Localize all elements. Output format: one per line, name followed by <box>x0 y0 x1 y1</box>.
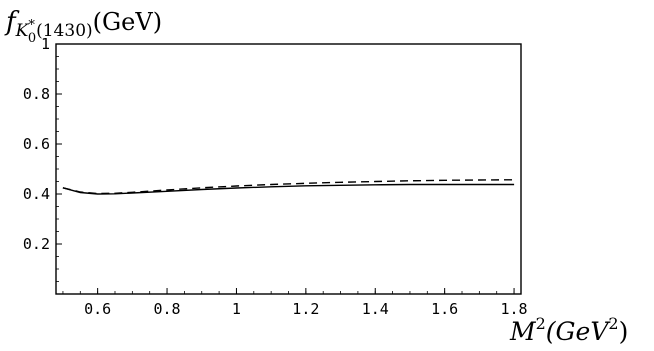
y-tick-label: 0.4 <box>23 185 50 203</box>
x-tick-label: 0.6 <box>84 300 111 318</box>
x-axis-label: M2(GeV2) <box>509 314 628 346</box>
x-tick-label: 0.8 <box>153 300 180 318</box>
x-label-unit-open: (GeV <box>546 317 612 346</box>
y-tick-label: 1 <box>41 35 50 53</box>
x-label-main: M <box>509 317 537 346</box>
x-label-unit-close: ) <box>619 317 629 346</box>
x-ticks: 0.6 0.8 1 1.2 1.4 1.6 1.8 <box>62 288 528 318</box>
plot-frame <box>55 43 522 295</box>
series-lines <box>62 179 515 195</box>
y-tick-label: 0.8 <box>23 85 50 103</box>
x-tick-label: 1 <box>232 300 241 318</box>
y-label-subsub: 0 <box>28 31 36 46</box>
x-tick-label: 1.6 <box>431 300 458 318</box>
x-tick-label: 1.2 <box>292 300 319 318</box>
x-tick-label: 1.4 <box>362 300 389 318</box>
y-tick-label: 0.6 <box>23 135 50 153</box>
y-ticks: 0.2 0.4 0.6 0.8 1 <box>23 35 62 282</box>
y-label-unit: (GeV) <box>93 8 162 36</box>
y-label-subrest: (1430) <box>36 21 93 41</box>
series-line-dashed <box>62 179 515 195</box>
y-tick-label: 0.2 <box>23 235 50 253</box>
x-tick-label: 1.8 <box>501 300 528 318</box>
y-axis-label: fK* 0(1430)(GeV) <box>4 7 162 46</box>
y-label-sub: K <box>15 21 30 41</box>
y-label-subsup: * <box>28 18 35 33</box>
x-label-unit-sup: 2 <box>608 314 618 333</box>
x-label-sup: 2 <box>536 314 546 333</box>
